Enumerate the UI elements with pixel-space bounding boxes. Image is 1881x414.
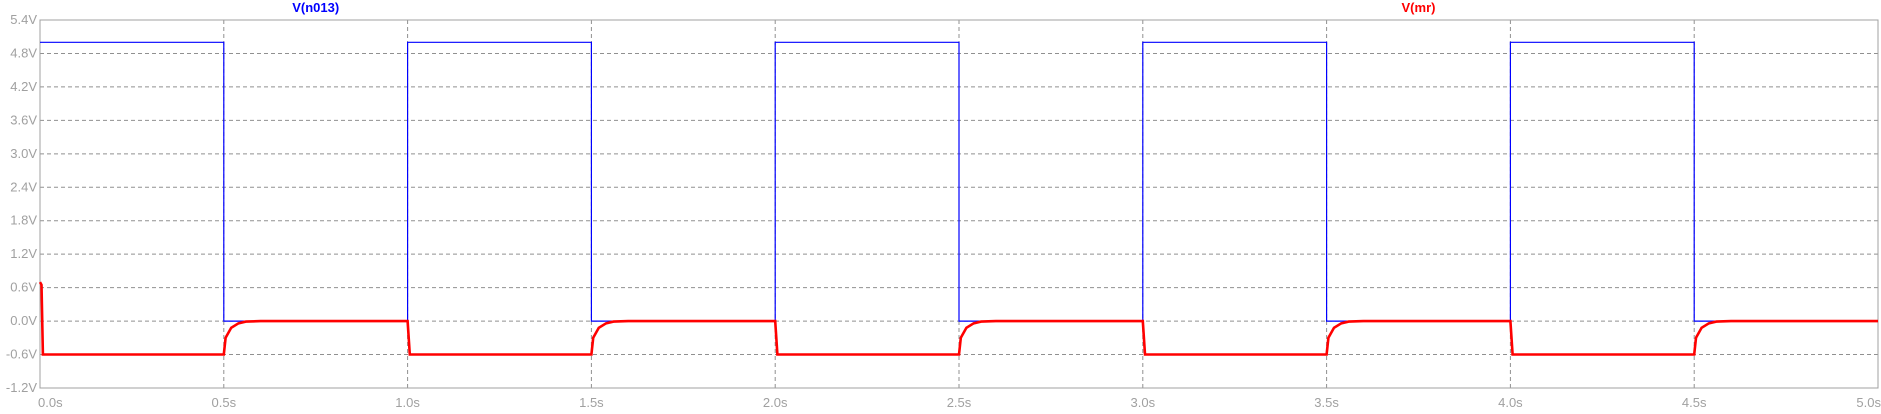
traces bbox=[38, 41, 1878, 356]
x-axis-ticks: 0.0s 0.5s 1.0s 1.5s 2.0s 2.5s 3.0s 3.5s 4.0s 4.5s… bbox=[38, 395, 1881, 410]
x-tick-label: 2.5s bbox=[947, 395, 972, 410]
series-label-v-mr[interactable]: V(mr) bbox=[1402, 0, 1436, 15]
y-tick-label: 3.6V bbox=[10, 112, 37, 127]
x-tick-label: 0.0s bbox=[38, 395, 63, 410]
y-tick-label: 1.8V bbox=[10, 213, 37, 228]
x-tick-label: 0.5s bbox=[212, 395, 237, 410]
y-axis-ticks: 5.4V 4.8V 4.2V 3.6V 3.0V 2.4V 1.8V 1.2V 0.6V 0.0V… bbox=[6, 12, 37, 395]
x-tick-label: 1.0s bbox=[395, 395, 420, 410]
y-tick-label: 4.2V bbox=[10, 79, 37, 94]
y-tick-label: -0.6V bbox=[6, 347, 37, 362]
y-tick-label: 1.2V bbox=[10, 246, 37, 261]
x-tick-label: 2.0s bbox=[763, 395, 788, 410]
x-tick-label: 4.5s bbox=[1682, 395, 1707, 410]
y-tick-label: 0.0V bbox=[10, 313, 37, 328]
y-tick-label: 0.6V bbox=[10, 280, 37, 295]
series-line-v-mr bbox=[38, 281, 1878, 356]
y-tick-label: 3.0V bbox=[10, 146, 37, 161]
y-tick-label: 2.4V bbox=[10, 179, 37, 194]
y-tick-label: 4.8V bbox=[10, 45, 37, 60]
series-label-v-n013[interactable]: V(n013) bbox=[292, 0, 339, 15]
x-tick-label: 1.5s bbox=[579, 395, 604, 410]
plot-frame bbox=[39, 19, 1879, 389]
x-tick-label: 3.0s bbox=[1131, 395, 1156, 410]
x-tick-label: 4.0s bbox=[1498, 395, 1523, 410]
y-tick-label: -1.2V bbox=[6, 380, 37, 395]
trace-labels: V(n013) V(mr) bbox=[292, 0, 1435, 15]
x-tick-label: 3.5s bbox=[1314, 395, 1339, 410]
y-tick-label: 5.4V bbox=[10, 12, 37, 27]
series-line-v-n013 bbox=[40, 41, 1878, 322]
x-tick-label: 5.0s bbox=[1856, 395, 1881, 410]
